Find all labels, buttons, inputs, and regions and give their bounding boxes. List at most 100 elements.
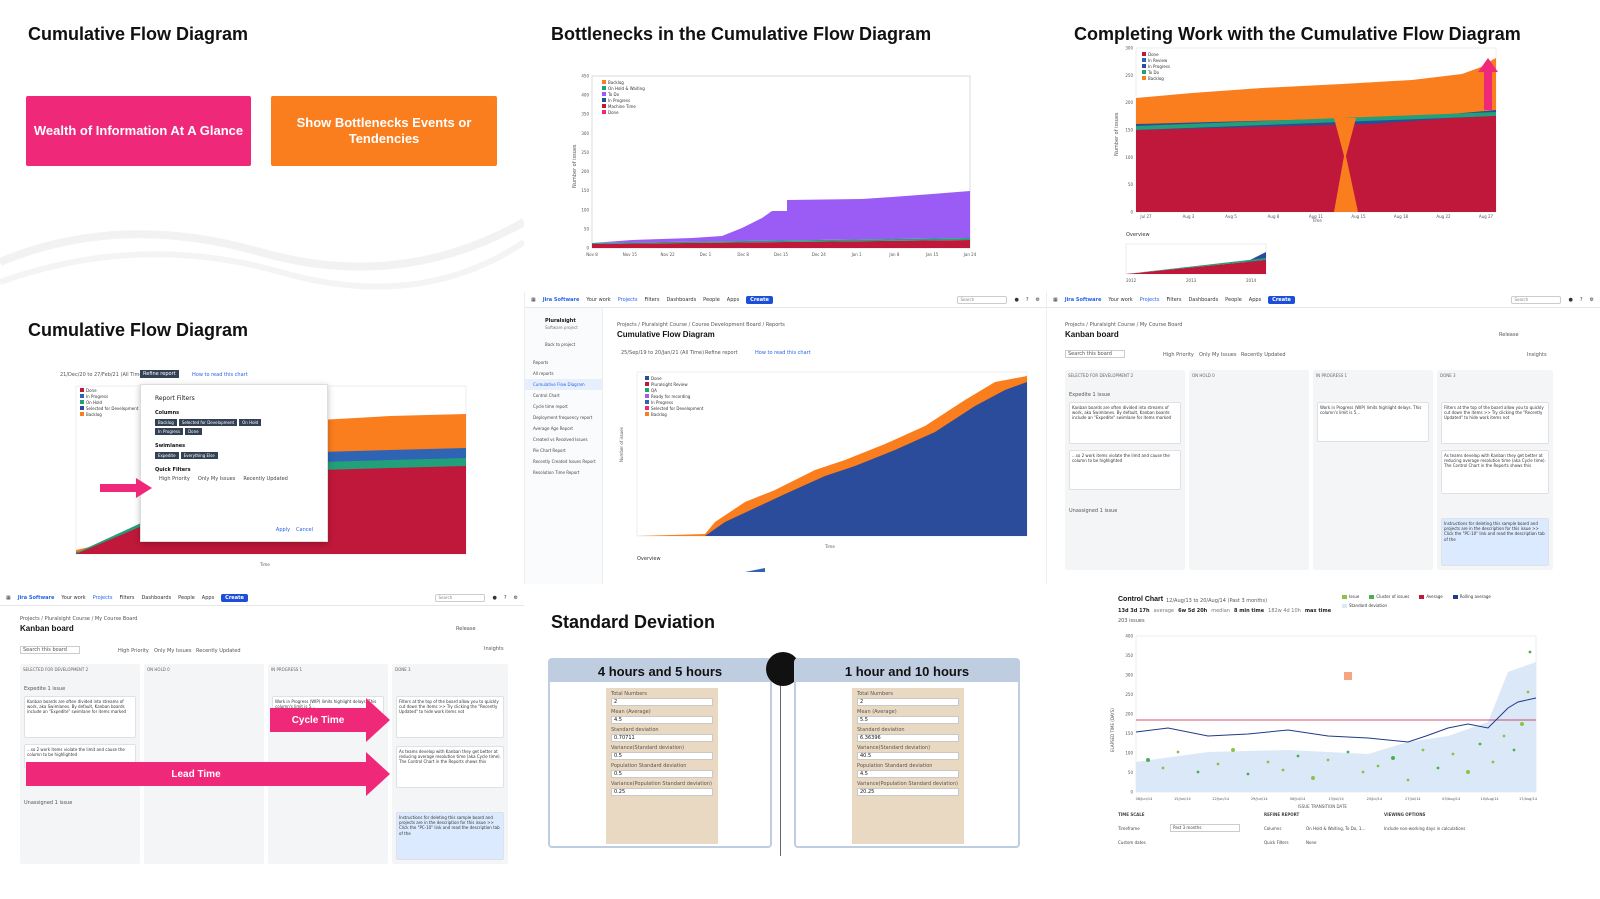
create-button[interactable]: Create [221,593,248,602]
issue-point[interactable] [1361,770,1365,774]
sidebar-item[interactable]: Average Age Report [533,426,573,431]
issue-point[interactable] [1451,752,1455,756]
issue-point[interactable] [1376,764,1380,768]
nav-filters[interactable]: Filters [119,594,135,601]
insights-button[interactable]: Insights [1527,352,1547,358]
pop-std-dev-field[interactable]: 0.5 [611,770,713,778]
issue-card[interactable]: ...so 2 work items violate the limit and… [1069,450,1181,490]
sidebar-item[interactable]: Cumulative Flow Diagram [525,379,602,390]
search-input[interactable]: Search [435,593,486,602]
non-working-days-checkbox[interactable]: Include non-working days in calculations [1384,826,1466,831]
settings-icon[interactable]: ⚙ [513,594,518,601]
issue-point[interactable] [1478,742,1482,746]
refine-report-button[interactable]: Refine report [140,370,179,378]
issue-card[interactable]: Filters at the top of the board allow yo… [1441,402,1549,444]
nav-people[interactable]: People [1225,296,1242,303]
issue-card[interactable]: Kanban boards are often divided into str… [1069,402,1181,444]
column-chip[interactable]: Backlog [155,419,177,426]
apps-grid-icon[interactable]: ▦ [531,296,536,303]
nav-people[interactable]: People [178,594,195,601]
help-icon[interactable]: ? [1579,296,1583,303]
quick-filters-select[interactable]: None [1306,840,1317,845]
issue-point[interactable] [1296,754,1300,758]
issue-point[interactable] [1391,756,1395,760]
nav-your-work[interactable]: Your work [61,594,86,601]
sidebar-item[interactable]: Reports [533,360,549,365]
issue-point[interactable] [1281,768,1285,772]
issue-point[interactable] [1176,750,1180,754]
columns-select[interactable]: On Hold & Waiting, To Do, 1... [1306,826,1366,831]
settings-icon[interactable]: ⚙ [1589,296,1594,303]
quick-filter-option[interactable]: Recently Updated [243,476,288,482]
apps-grid-icon[interactable]: ▦ [1053,296,1058,303]
timeframe-select[interactable]: Past 3 months [1170,824,1240,832]
quick-filter-option[interactable]: Only My Issues [197,476,236,482]
how-to-read-link[interactable]: How to read this chart [755,350,811,356]
how-to-read-link[interactable]: How to read this chart [192,372,248,378]
nav-people[interactable]: People [703,296,720,303]
nav-projects[interactable]: Projects [92,594,113,601]
sidebar-item[interactable]: Recently Created Issues Report [533,459,596,464]
swimlane-expedite[interactable]: Expedite 1 issue [24,686,66,692]
issue-point[interactable] [1466,770,1470,774]
issue-point[interactable] [1266,760,1270,764]
issue-point[interactable] [1421,748,1425,752]
column-chip[interactable]: On Hold [239,419,262,426]
mean-field[interactable]: 5.5 [857,716,959,724]
issue-point[interactable] [1502,734,1506,738]
jira-logo[interactable]: Jira Software [17,594,55,601]
sidebar-item[interactable]: All reports [533,371,554,376]
issue-card[interactable]: Kanban boards are often divided into str… [24,696,136,738]
nav-projects[interactable]: Projects [617,296,638,303]
sidebar-item[interactable]: Resolution Time Report [533,470,580,475]
issue-point[interactable] [1526,690,1530,694]
search-input[interactable]: Search [1511,295,1562,304]
quick-filter-option[interactable]: High Priority [159,476,190,482]
pop-std-dev-field[interactable]: 4.5 [857,770,959,778]
help-icon[interactable]: ? [1025,296,1029,303]
cancel-button[interactable]: Cancel [296,527,313,533]
issue-card[interactable]: Filters at the top of the board allow yo… [396,696,504,738]
refine-report-button[interactable]: Refine report [705,350,738,356]
nav-apps[interactable]: Apps [201,594,215,601]
filter-only-my-issues[interactable]: Only My Issues [1199,352,1237,358]
filter-high-priority[interactable]: High Priority [118,648,149,654]
issue-point[interactable] [1520,722,1524,726]
jira-logo[interactable]: Jira Software [1064,296,1102,303]
issue-point[interactable] [1326,758,1330,762]
help-icon[interactable]: ? [503,594,507,601]
date-range[interactable]: 25/Sep/19 to 20/Jan/21 (All Time) [621,350,705,356]
pop-variance-field[interactable]: 20.25 [857,788,959,796]
issue-point[interactable] [1146,758,1150,762]
mean-field[interactable]: 4.5 [611,716,713,724]
sidebar-item[interactable]: Pie Chart Report [533,448,566,453]
swimlane-unassigned[interactable]: Unassigned 1 issue [1069,508,1118,514]
nav-dashboards[interactable]: Dashboards [666,296,697,303]
issue-point[interactable] [1528,650,1532,654]
sidebar-item[interactable]: Deployment frequency report [533,415,593,420]
insights-button[interactable]: Insights [484,646,504,652]
issue-card[interactable]: Work in Progress (WIP) limits highlight … [1317,402,1429,442]
board-search-input[interactable]: Search this board [1065,350,1125,358]
issue-point[interactable] [1491,760,1495,764]
nav-dashboards[interactable]: Dashboards [141,594,172,601]
issue-point[interactable] [1246,772,1250,776]
nav-apps[interactable]: Apps [1248,296,1262,303]
sidebar-item[interactable]: Cycle time report [533,404,568,409]
filter-recently-updated[interactable]: Recently Updated [196,648,241,654]
search-input[interactable]: Search [957,295,1008,304]
issue-point[interactable] [1216,762,1220,766]
filter-only-my-issues[interactable]: Only My Issues [154,648,192,654]
notification-icon[interactable]: ● [1568,296,1573,303]
issue-card[interactable]: As teams develop with Kanban they get be… [1441,450,1549,494]
issue-point[interactable] [1311,776,1315,780]
jira-logo[interactable]: Jira Software [542,296,580,303]
settings-icon[interactable]: ⚙ [1035,296,1040,303]
nav-projects[interactable]: Projects [1139,296,1160,303]
total-numbers-field[interactable]: 2 [857,698,959,706]
sidebar-item[interactable]: Created vs Resolved Issues [533,437,588,442]
total-numbers-field[interactable]: 2 [611,698,713,706]
issue-point[interactable] [1436,766,1440,770]
notification-icon[interactable]: ● [492,594,497,601]
swimlane-unassigned[interactable]: Unassigned 1 issue [24,800,73,806]
